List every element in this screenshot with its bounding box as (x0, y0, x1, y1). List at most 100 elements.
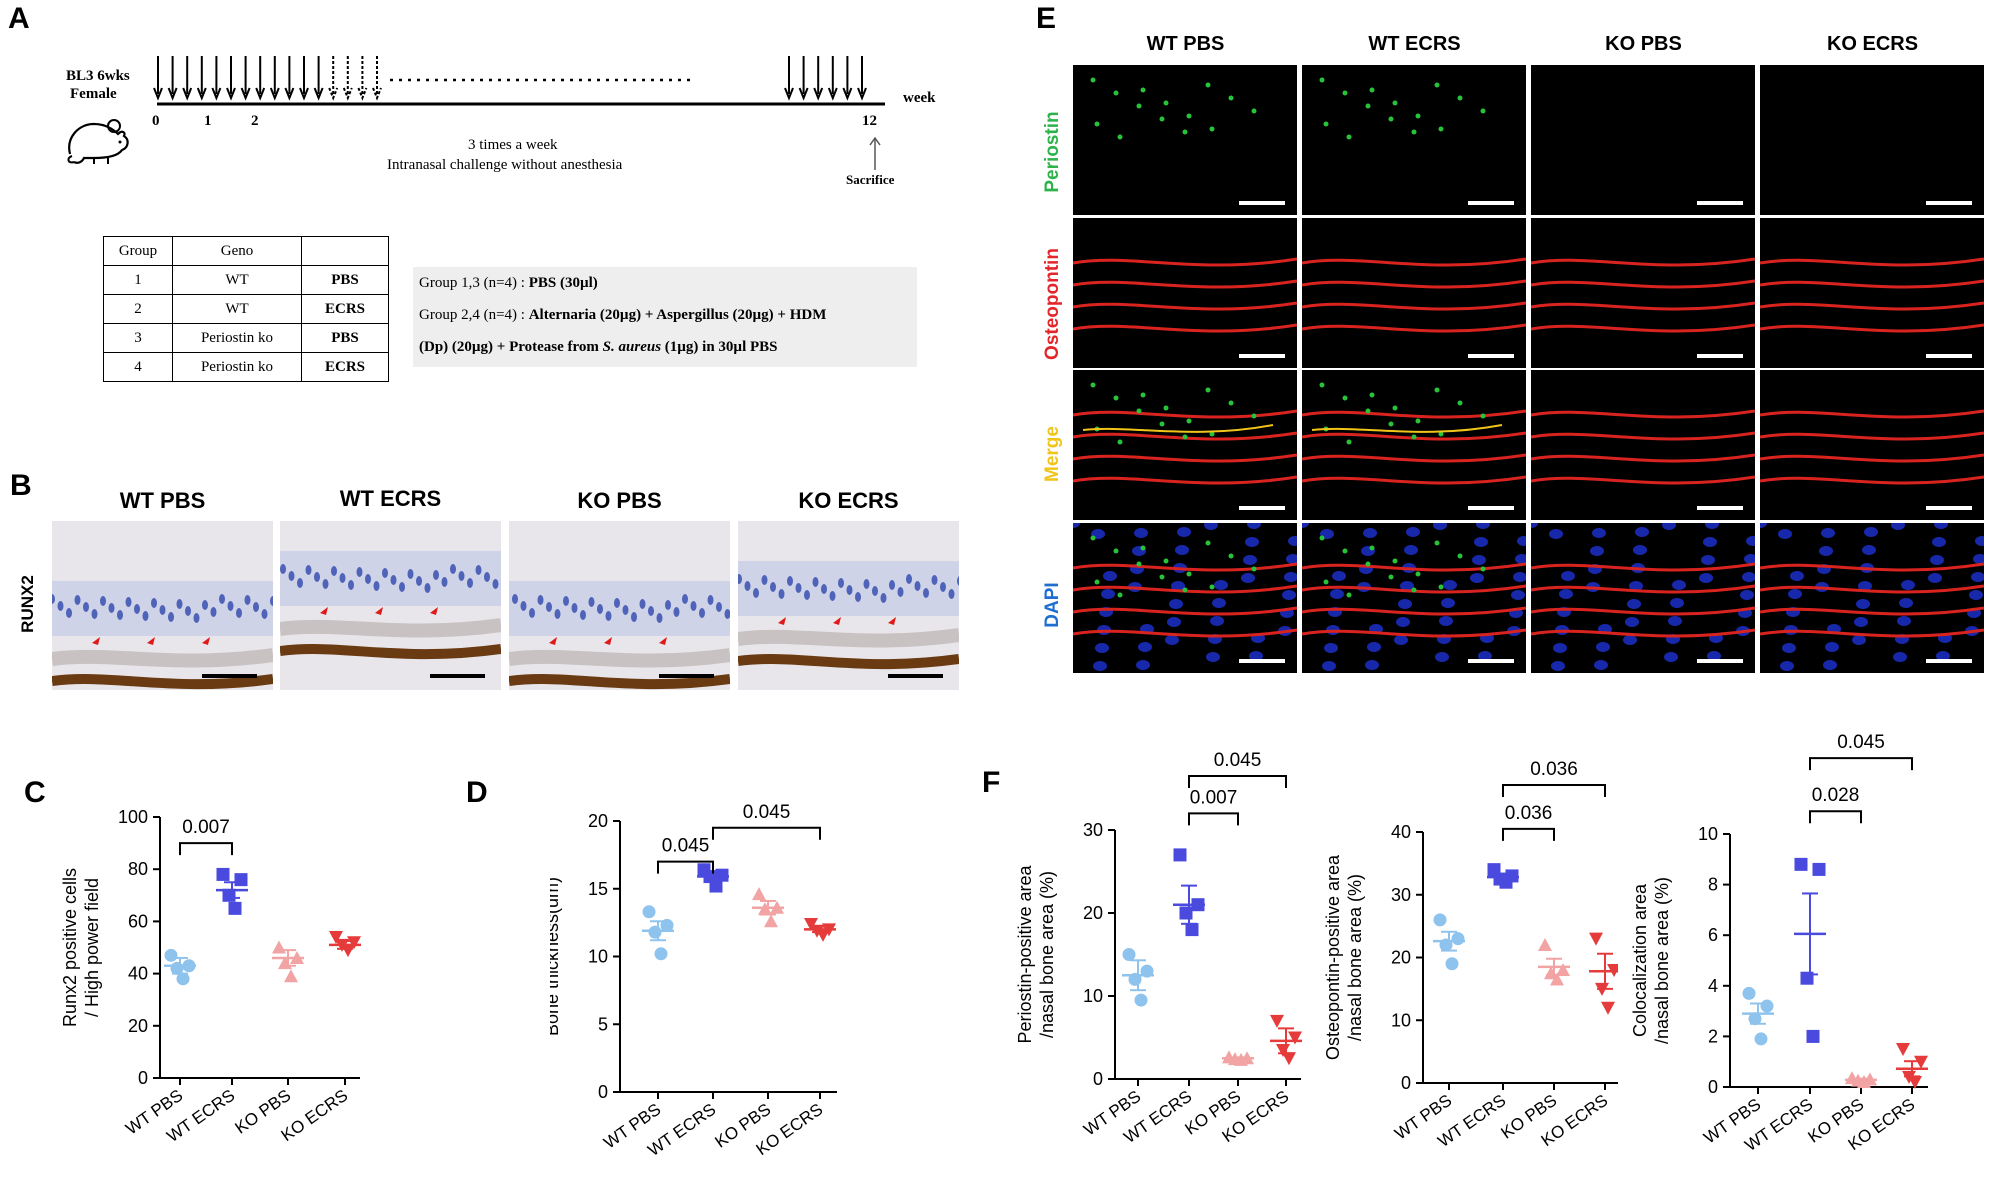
challenge-arrow-head (182, 87, 193, 101)
sacrifice-arrow (869, 136, 881, 170)
nucleus (682, 594, 688, 604)
nucleus-signal (1513, 572, 1526, 582)
nucleus-signal (1138, 642, 1152, 652)
y-axis-label: Runx2 positive cells (60, 868, 80, 1027)
if-image-periostin (1531, 65, 1755, 215)
periostin-signal (1205, 387, 1211, 393)
nucleus-signal (1553, 643, 1567, 653)
data-point (234, 873, 248, 887)
protocol-text: Group 2,4 (n=4) : (419, 307, 529, 323)
scale-bar (1926, 201, 1972, 205)
osteopontin-signal (1531, 562, 1755, 572)
data-point (228, 901, 242, 915)
bone-layer (52, 648, 273, 668)
osteopontin-signal (1302, 323, 1526, 333)
p-value-label: 0.045 (1837, 732, 1885, 753)
panel-label-d: D (466, 776, 488, 809)
periostin-signal (1163, 405, 1169, 411)
nucleus (227, 601, 234, 611)
nucleus (450, 564, 456, 574)
ihc-tissue (52, 581, 273, 690)
tick-2: 2 (251, 113, 259, 129)
periostin-signal (1438, 584, 1444, 590)
y-tick-label: 10 (1083, 986, 1103, 1006)
tick-0: 0 (152, 113, 160, 129)
nucleus-signal (1596, 642, 1610, 652)
osteopontin-signal (1073, 606, 1297, 616)
if-signal (1697, 201, 1743, 205)
nucleus (100, 596, 106, 606)
nucleus (484, 572, 490, 582)
nucleus-signal (1470, 573, 1484, 583)
nucleus (202, 600, 208, 610)
osteopontin-signal (1073, 562, 1297, 572)
challenge-arrow-dashed-head (328, 87, 339, 101)
nucleus-signal (1177, 527, 1191, 537)
periostin-signal (1136, 103, 1142, 109)
periostin-signal (1182, 587, 1188, 593)
periostin-signal (1342, 548, 1348, 554)
nucleus (940, 582, 946, 592)
table-row: 2 WT ECRS (103, 294, 389, 324)
periostin-signal (1411, 434, 1417, 440)
data-point (1270, 1014, 1284, 1028)
osteopontin-signal (1760, 606, 1984, 616)
data-point (1550, 972, 1564, 986)
periostin-signal (1140, 545, 1146, 551)
nucleus-signal (1780, 661, 1794, 671)
periostin-signal (1319, 77, 1325, 83)
nucleus-signal (1899, 598, 1913, 608)
nucleus (424, 583, 431, 593)
challenge-arrow-dashed-head (372, 87, 382, 101)
nucleus (390, 575, 397, 585)
significance-bracket (1502, 783, 1606, 797)
if-signal (1319, 77, 1514, 205)
nucleus (597, 604, 603, 614)
osteopontin-signal (1531, 475, 1755, 485)
osteopontin-signal (1760, 628, 1984, 638)
nucleus-signal (1590, 546, 1604, 556)
table-cell: 1 (103, 265, 173, 295)
nucleus-signal (1901, 580, 1915, 590)
if-title-wt-ecrs: WT ECRS (1368, 33, 1461, 55)
nucleus (546, 602, 552, 612)
y-tick-label: 0 (1708, 1077, 1718, 1097)
challenge-arrow-head (240, 87, 251, 101)
nucleus-signal (1441, 598, 1455, 608)
challenge-arrow-head (784, 87, 794, 101)
y-axis-label: Bone thickness(um) (550, 877, 562, 1036)
nucleus (639, 599, 646, 609)
nucleus-signal (1936, 651, 1950, 661)
significance-bracket (1502, 827, 1555, 841)
significance-bracket (657, 860, 714, 874)
y-tick-label: 6 (1708, 925, 1718, 945)
nucleus-signal (1206, 652, 1220, 662)
nucleus (512, 594, 518, 604)
stained-layer (509, 674, 730, 690)
nucleus-signal (1934, 523, 1948, 529)
nucleus (253, 602, 259, 612)
nucleus (761, 575, 768, 585)
nucleus (872, 586, 878, 596)
nucleus-signal (1204, 523, 1218, 530)
nucleus-signal (1625, 617, 1639, 627)
nucleus (863, 579, 870, 589)
nucleus-signal (1592, 528, 1606, 538)
if-signal (1302, 382, 1526, 510)
nucleus (91, 609, 98, 619)
scale-bar (1239, 506, 1285, 510)
nucleus-signal (1862, 545, 1876, 555)
if-signal (1090, 77, 1285, 205)
periostin-signal (1323, 579, 1329, 585)
if-row-label-merge: Merge (1042, 426, 1063, 482)
nucleus-signal (1856, 599, 1870, 609)
data-point (1556, 963, 1570, 977)
nucleus-signal (1744, 554, 1755, 564)
if-title-ko-pbs: KO PBS (1605, 33, 1682, 55)
nucleus (716, 602, 722, 612)
nucleus-signal (1705, 523, 1719, 529)
periostin-signal (1094, 121, 1100, 127)
nucleus (673, 607, 680, 617)
ihc-title-ko-pbs: KO PBS (577, 488, 662, 513)
y-tick-label: 100 (118, 807, 148, 827)
